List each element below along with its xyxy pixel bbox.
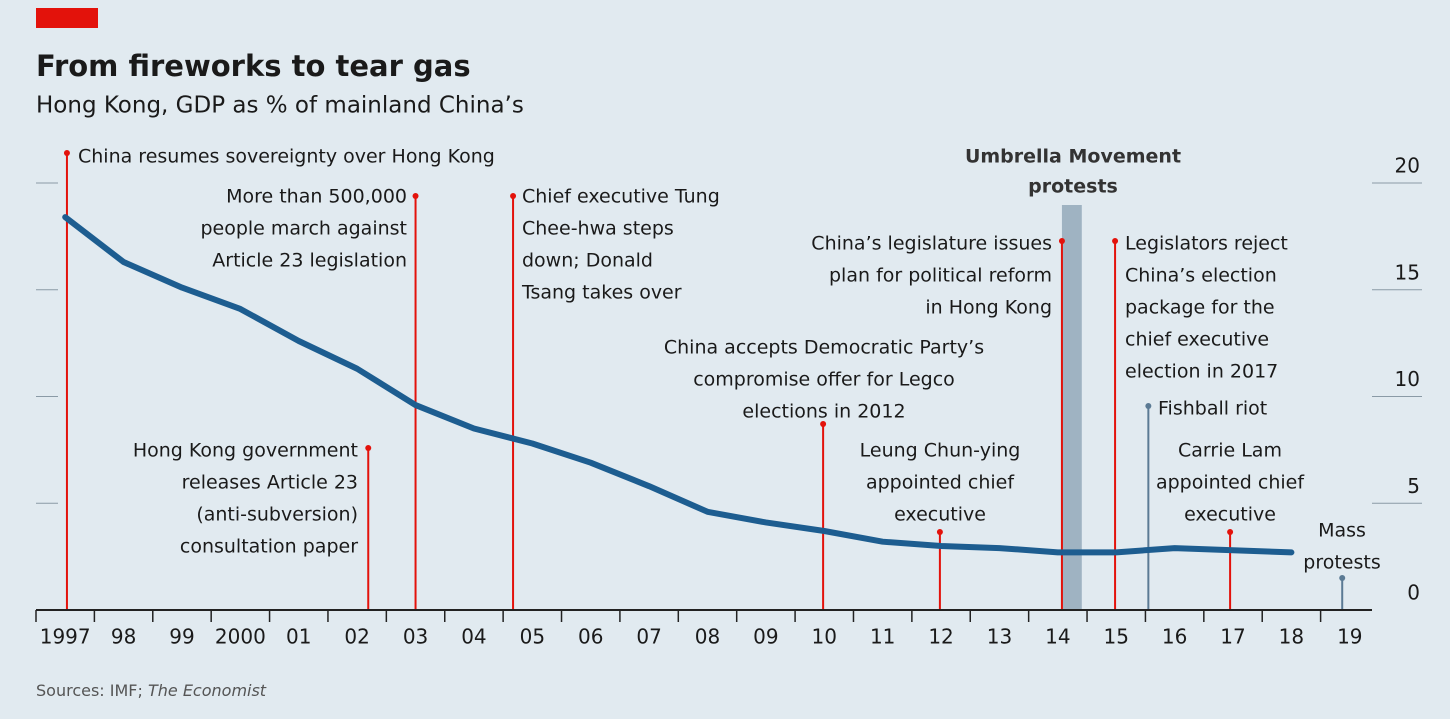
event-dot [510, 193, 517, 199]
event-dot [1339, 575, 1346, 581]
shaded-label: Umbrella Movement [965, 146, 1181, 168]
data-line [62, 214, 1295, 556]
event-label: in Hong Kong [925, 297, 1052, 319]
source-text: The Economist [148, 681, 267, 700]
shaded-period [1061, 205, 1082, 610]
x-tick-label: 17 [1220, 625, 1245, 649]
x-tick-label: 16 [1162, 625, 1187, 649]
x-tick-label: 14 [1045, 625, 1070, 649]
x-tick-label: 06 [578, 625, 603, 649]
x-tick-label: 07 [636, 625, 661, 649]
event-dot [936, 529, 943, 535]
y-tick-label: 10 [1395, 367, 1420, 391]
event-label: Chief executive Tung [522, 186, 720, 208]
event-label: down; Donald [522, 250, 653, 272]
event-label: Fishball riot [1158, 398, 1267, 420]
x-tick-label: 98 [111, 625, 136, 649]
event-label: consultation paper [180, 536, 358, 558]
x-tick-label: 02 [344, 625, 369, 649]
x-tick-label: 1997 [40, 625, 91, 649]
event-dot [1227, 529, 1234, 535]
event-label: executive [894, 504, 986, 526]
event-label: elections in 2012 [742, 401, 905, 423]
event-label: chief executive [1125, 329, 1269, 351]
event-label: Carrie Lam [1178, 440, 1282, 462]
event-label: China’s legislature issues [811, 233, 1052, 255]
event-label: Leung Chun-ying [860, 440, 1021, 462]
chart-title: From fireworks to tear gas [36, 49, 471, 83]
brand-tag [36, 8, 98, 28]
event-label: Hong Kong government [133, 440, 358, 462]
event-label: Legislators reject [1125, 233, 1288, 255]
y-tick-label: 15 [1395, 260, 1420, 284]
x-tick-label: 18 [1279, 625, 1304, 649]
event-label: executive [1184, 504, 1276, 526]
event-label: releases Article 23 [182, 472, 358, 494]
event-label: protests [1303, 552, 1380, 574]
event-label: people march against [200, 218, 407, 240]
event-label: compromise offer for Legco [693, 369, 955, 391]
x-tick-label: 19 [1337, 625, 1362, 649]
event-dot [820, 421, 827, 427]
x-tick-label: 2000 [215, 625, 266, 649]
x-tick-label: 05 [520, 625, 545, 649]
shaded-label: protests [1028, 176, 1118, 198]
x-tick-label: 11 [870, 625, 895, 649]
source: Sources: IMF; The Economist [36, 681, 267, 700]
source-text: Sources: IMF; [36, 681, 148, 700]
event-label: China resumes sovereignty over Hong Kong [78, 146, 495, 168]
event-dot [1058, 238, 1065, 244]
x-tick-label: 03 [403, 625, 428, 649]
x-tick-label: 15 [1104, 625, 1129, 649]
event-dot [365, 445, 372, 451]
x-tick-label: 01 [286, 625, 311, 649]
event-dot [63, 150, 70, 156]
event-label: More than 500,000 [226, 186, 407, 208]
event-dot [1145, 403, 1152, 409]
y-tick-label: 20 [1395, 154, 1420, 178]
event-dot [412, 193, 419, 199]
x-tick-label: 09 [753, 625, 778, 649]
event-label: China accepts Democratic Party’s [664, 337, 984, 359]
event-label: appointed chief [866, 472, 1015, 494]
event-label: package for the [1125, 297, 1275, 319]
x-tick-label: 10 [812, 625, 837, 649]
event-label: Chee-hwa steps [522, 218, 674, 240]
event-dot [1112, 238, 1119, 244]
x-tick-label: 13 [987, 625, 1012, 649]
y-tick-label: 5 [1407, 474, 1420, 498]
y-tick-label: 0 [1407, 581, 1420, 605]
event-label: (anti-subversion) [196, 504, 358, 526]
event-label: plan for political reform [829, 265, 1052, 287]
event-label: appointed chief [1156, 472, 1305, 494]
x-tick-label: 99 [169, 625, 194, 649]
event-label: election in 2017 [1125, 361, 1278, 383]
event-label: Mass [1318, 520, 1366, 542]
chart-subtitle: Hong Kong, GDP as % of mainland China’s [36, 93, 524, 119]
event-label: Article 23 legislation [212, 250, 407, 272]
x-tick-label: 12 [928, 625, 953, 649]
x-tick-label: 04 [461, 625, 486, 649]
x-tick-label: 08 [695, 625, 720, 649]
event-label: China’s election [1125, 265, 1277, 287]
event-label: Tsang takes over [521, 282, 682, 304]
